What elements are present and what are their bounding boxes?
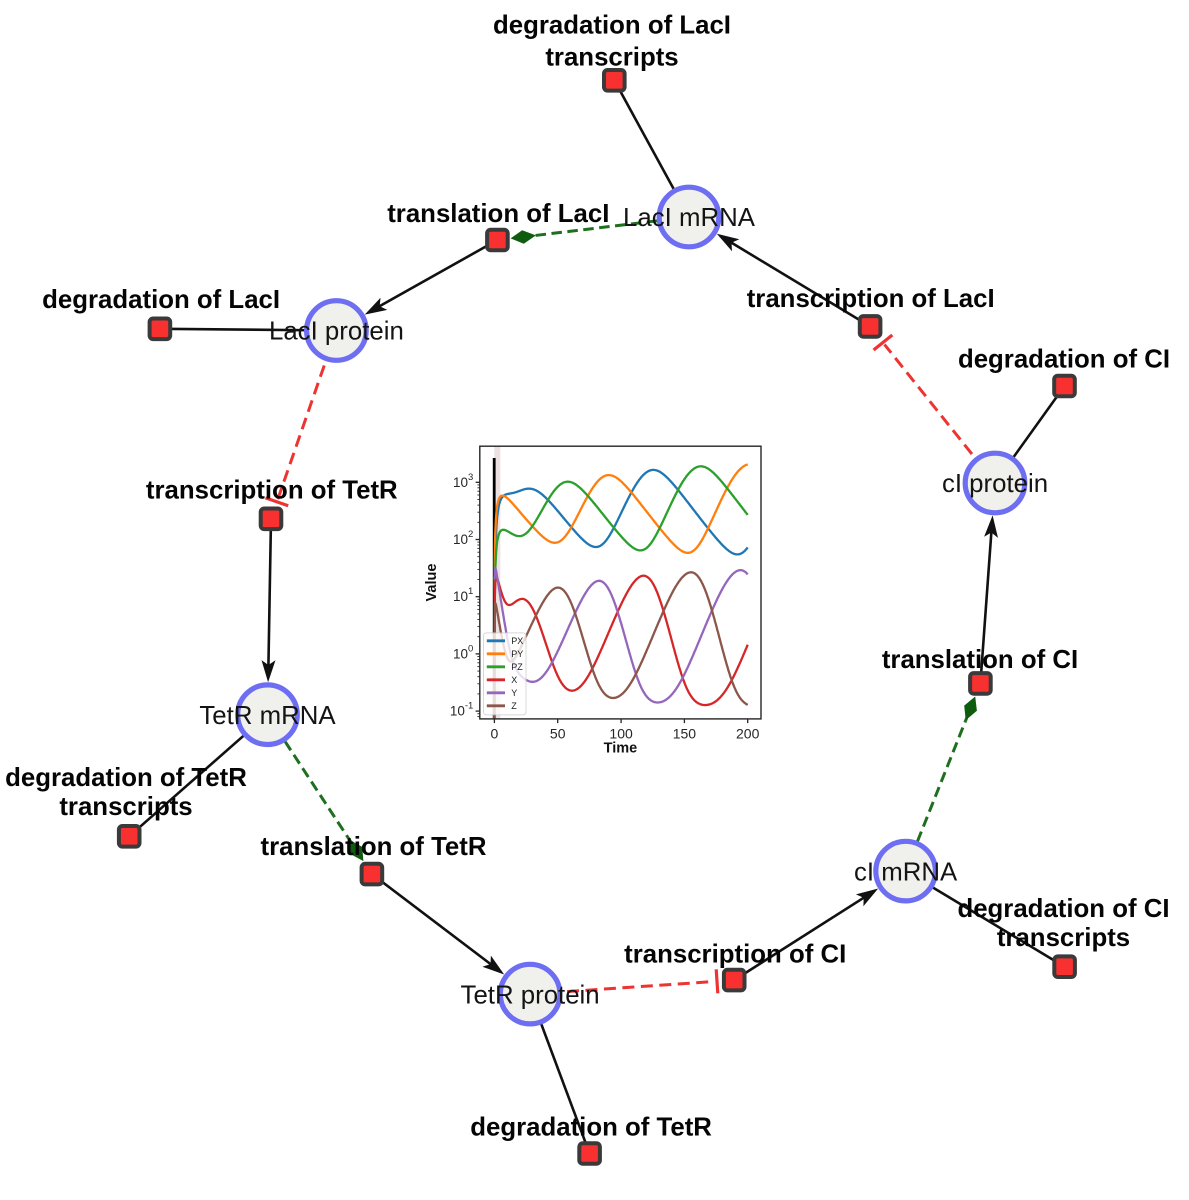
svg-text:cI protein: cI protein <box>942 470 1048 498</box>
svg-text:50: 50 <box>550 725 566 741</box>
svg-text:translation of CI: translation of CI <box>882 646 1078 674</box>
svg-text:translation of TetR: translation of TetR <box>261 833 487 861</box>
svg-text:Value: Value <box>424 564 440 602</box>
svg-text:cI mRNA: cI mRNA <box>854 858 958 886</box>
svg-text:150: 150 <box>673 725 697 741</box>
svg-text:degradation of LacI: degradation of LacI <box>42 286 280 314</box>
svg-text:100: 100 <box>609 725 633 741</box>
svg-text:0: 0 <box>491 725 499 741</box>
svg-text:degradation of TetR: degradation of TetR <box>5 764 247 792</box>
svg-text:degradation of CI: degradation of CI <box>958 346 1170 374</box>
svg-text:PX: PX <box>511 636 523 646</box>
svg-text:LacI mRNA: LacI mRNA <box>623 204 756 232</box>
svg-text:transcription of TetR: transcription of TetR <box>146 477 398 505</box>
svg-text:TetR mRNA: TetR mRNA <box>199 702 336 730</box>
svg-text:200: 200 <box>736 725 760 741</box>
svg-text:degradation of TetR: degradation of TetR <box>470 1114 712 1142</box>
svg-text:X: X <box>511 675 517 685</box>
svg-text:Z: Z <box>511 701 517 711</box>
svg-text:Y: Y <box>511 688 517 698</box>
svg-text:transcripts: transcripts <box>997 924 1130 952</box>
svg-text:LacI protein: LacI protein <box>269 318 404 346</box>
svg-text:degradation of LacI: degradation of LacI <box>493 12 731 40</box>
svg-text:Time: Time <box>604 741 638 757</box>
svg-text:transcripts: transcripts <box>59 793 192 821</box>
svg-text:PZ: PZ <box>511 662 523 672</box>
svg-text:translation of LacI: translation of LacI <box>387 200 609 228</box>
svg-text:transcription of LacI: transcription of LacI <box>747 285 995 313</box>
svg-text:transcription of CI: transcription of CI <box>624 941 846 969</box>
svg-text:degradation of CI: degradation of CI <box>957 895 1169 923</box>
svg-text:transcripts: transcripts <box>545 43 678 71</box>
svg-text:TetR protein: TetR protein <box>461 981 600 1009</box>
svg-text:PY: PY <box>511 649 523 659</box>
